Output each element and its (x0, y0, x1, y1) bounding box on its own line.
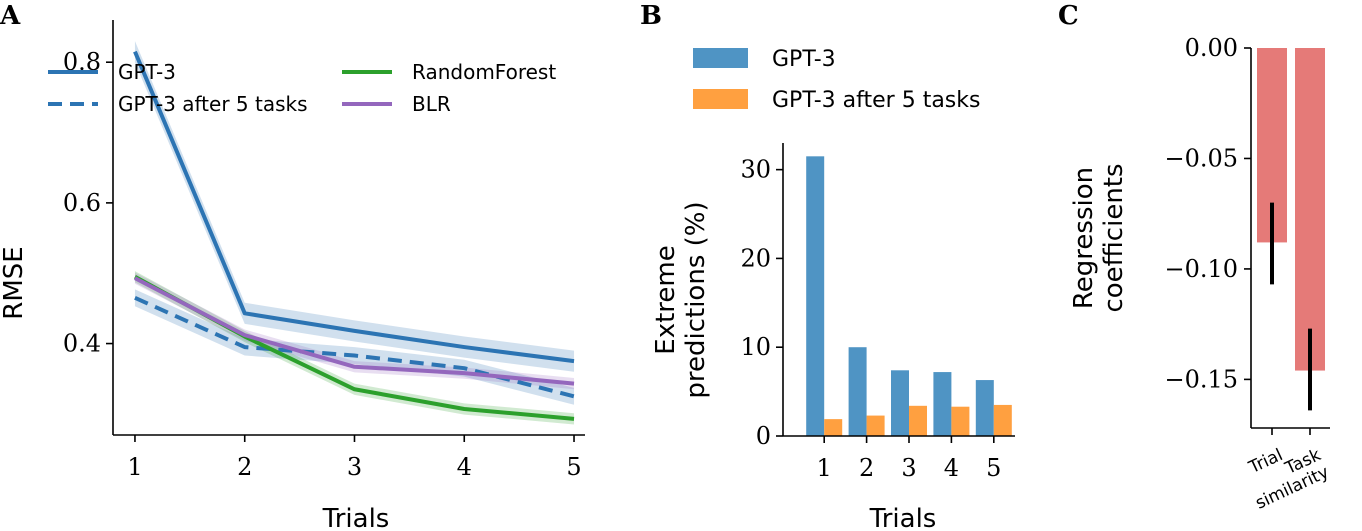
b-x-tick-label: 4 (944, 454, 959, 482)
a-x-tick-label: 2 (237, 453, 252, 481)
c-y-tick-label: 0.00 (1185, 34, 1238, 62)
a-x-tick-label: 3 (347, 453, 362, 481)
b-y-tick-label: 0 (756, 422, 771, 450)
b-y-tick-label: 20 (740, 244, 771, 272)
b-legend: GPT-3 GPT-3 after 5 tasks (693, 47, 980, 113)
c-x-tick-label: Trial (1245, 445, 1286, 478)
a-x-tick-label: 1 (127, 453, 142, 481)
a-y-ticks: 0.40.60.8 (63, 48, 113, 358)
b-y-axis-label-line2: predictions (%) (681, 201, 711, 398)
c-y-axis-label-line1: Regression (1069, 167, 1099, 309)
b-bar-bar_gpt3_after (993, 404, 1012, 436)
b-y-axis-label: Extreme predictions (%) (651, 201, 711, 398)
c-bar (1295, 48, 1325, 371)
b-bar-bar_gpt3_after (866, 415, 885, 436)
b-x-tick-label: 3 (901, 454, 916, 482)
c-y-tick-label: −0.10 (1164, 255, 1238, 283)
b-x-tick-label: 2 (859, 454, 874, 482)
a-legend-label-randomforest: RandomForest (412, 60, 556, 84)
a-legend: GPT-3 GPT-3 after 5 tasks RandomForest B… (48, 60, 556, 116)
b-bar-bar_gpt3_after (951, 406, 970, 436)
b-bar-bar_gpt3 (933, 372, 952, 436)
c-y-tick-label: −0.15 (1164, 365, 1238, 393)
b-bar-bar_gpt3 (891, 370, 909, 436)
a-legend-label-gpt3: GPT-3 (118, 60, 176, 84)
panel-letter-c: C (1058, 1, 1079, 31)
b-bar-bar_gpt3 (975, 380, 994, 436)
c-y-ticks: 0.00 −0.05 −0.10 −0.15 (1164, 34, 1251, 393)
a-y-tick-label: 0.4 (63, 330, 101, 358)
a-y-tick-label: 0.6 (63, 189, 101, 217)
b-bar-bar_gpt3_after (909, 405, 927, 436)
a-x-ticks: 1 2 3 4 5 (127, 435, 582, 481)
b-x-axis-label: Trials (869, 504, 937, 531)
b-legend-label-gpt3: GPT-3 (772, 47, 836, 72)
a-x-tick-label: 5 (566, 453, 581, 481)
a-band-randomforest (134, 271, 575, 425)
a-line-blr (134, 276, 575, 386)
a-band-gpt3_after (134, 289, 575, 405)
b-bar-bar_gpt3 (806, 156, 825, 436)
c-error-bars (1270, 202, 1312, 411)
a-legend-label-gpt3-after: GPT-3 after 5 tasks (118, 92, 308, 116)
c-bars (1257, 48, 1325, 371)
c-y-axis-label: Regression coefficients (1069, 163, 1129, 312)
a-line-gpt3 (133, 50, 575, 364)
b-x-tick-label: 5 (986, 454, 1001, 482)
b-x-tick-label: 1 (817, 454, 832, 482)
c-y-axis-label-line2: coefficients (1099, 163, 1129, 312)
a-series-lines (133, 50, 575, 421)
b-y-axis-label-line1: Extreme (651, 245, 681, 354)
panel-c-bar-chart: 0.00−0.05−0.10−0.15 TrialTasksimilarity … (1069, 34, 1332, 514)
panel-letter-a: A (0, 1, 21, 31)
b-y-ticks: 0 10 20 30 (740, 156, 783, 450)
b-legend-swatch-gpt3 (693, 48, 748, 68)
a-x-tick-label: 4 (457, 453, 472, 481)
b-y-tick-label: 10 (740, 333, 771, 361)
a-x-axis-label: Trials (322, 504, 390, 531)
b-bar-bar_gpt3 (848, 347, 867, 436)
b-legend-swatch-gpt3-after (693, 89, 748, 109)
b-y-tick-label: 30 (740, 156, 771, 184)
a-y-axis-label: RMSE (0, 246, 29, 319)
b-bars (806, 156, 1012, 436)
c-y-tick-label: −0.05 (1164, 144, 1238, 172)
c-x-tick-label-line: Trial (1245, 445, 1286, 478)
panel-letter-b: B (640, 1, 662, 31)
b-bar-bar_gpt3_after (824, 419, 843, 436)
a-legend-label-blr: BLR (412, 92, 451, 116)
b-legend-label-gpt3-after: GPT-3 after 5 tasks (772, 88, 980, 113)
